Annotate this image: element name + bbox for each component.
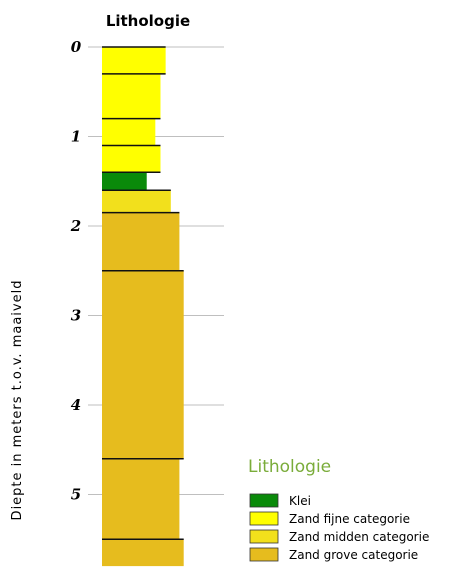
y-axis-label: Diepte in meters t.o.v. maaiveld <box>10 280 25 521</box>
chart-title: Lithologie <box>106 12 190 30</box>
y-tick-label: 3 <box>71 307 81 325</box>
lithology-layer <box>102 172 147 191</box>
lithology-layer <box>102 458 180 540</box>
lithology-layer <box>102 190 171 213</box>
lithology-layer <box>102 145 161 173</box>
lithology-layer <box>102 73 161 119</box>
legend-label: Zand fijne categorie <box>289 512 410 526</box>
legend: Lithologie Klei Zand fijne categorie Zand … <box>248 457 429 562</box>
legend-swatch <box>249 529 279 544</box>
legend-items: Klei Zand fijne categorie Zand midden cate… <box>249 493 429 562</box>
legend-label: Zand grove categorie <box>289 548 418 562</box>
lithology-layer <box>102 212 180 271</box>
legend-title: Lithologie <box>248 457 331 477</box>
y-tick-label: 1 <box>71 128 81 146</box>
legend-swatch <box>249 493 279 508</box>
lithology-layer <box>102 539 184 567</box>
legend-swatch <box>249 511 279 526</box>
legend-label: Zand midden categorie <box>289 530 429 544</box>
lithology-layer <box>102 118 156 146</box>
legend-label: Klei <box>289 494 311 508</box>
legend-swatch <box>249 547 279 562</box>
y-tick-label: 4 <box>71 396 81 414</box>
lithology-column <box>102 46 184 567</box>
y-tick-label: 2 <box>70 217 81 235</box>
lithology-layer <box>102 270 184 459</box>
lithology-layer <box>102 47 166 74</box>
y-tick-label: 5 <box>71 486 81 504</box>
y-tick-label: 0 <box>71 38 82 56</box>
y-tick-labels: 0 1 2 3 4 5 <box>70 38 82 504</box>
